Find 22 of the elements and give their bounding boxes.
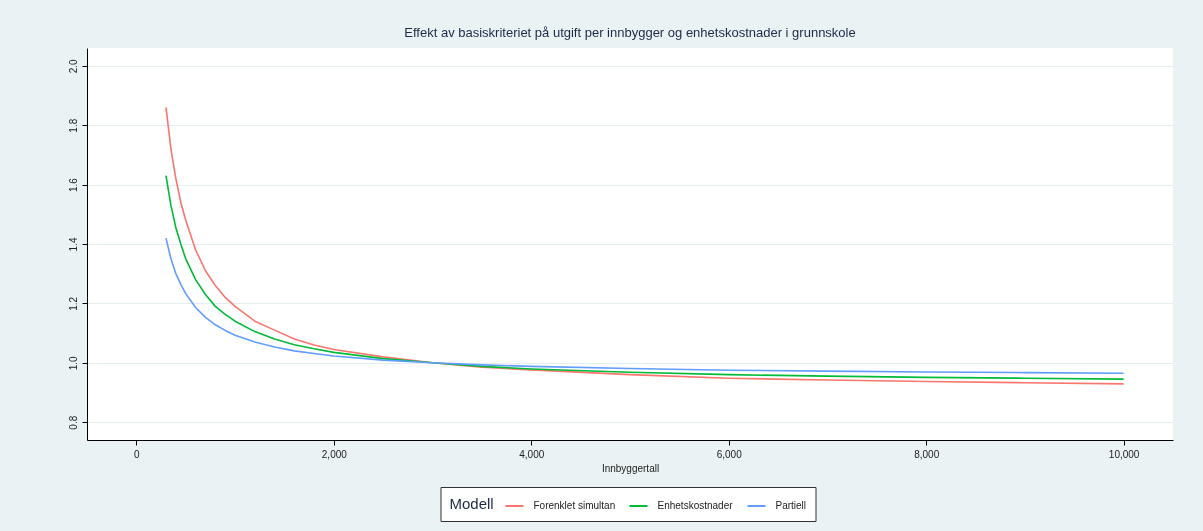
line-series xyxy=(165,237,1125,374)
x-tick-label: 10,000 xyxy=(1108,448,1140,460)
y-tick-label: 1.2 xyxy=(67,296,79,311)
x-tick-label: 4,000 xyxy=(519,448,545,460)
legend-label: Enhetskostnader xyxy=(657,500,734,511)
x-tick-label: 8,000 xyxy=(914,448,940,460)
y-tick-label: 2.0 xyxy=(67,58,79,74)
x-tick-label: 0 xyxy=(134,448,141,460)
y-tick-label: 1.6 xyxy=(67,177,79,193)
x-axis-title: Innbyggertall xyxy=(601,462,660,474)
line-series xyxy=(165,106,1125,385)
legend-label: Forenklet simultan xyxy=(533,500,616,511)
line-series xyxy=(165,174,1125,380)
chart-title: Effekt av basiskriteriet på utgift per innbygger og enhetskostnader i grunnskole xyxy=(404,25,856,40)
y-tick-label: 0.8 xyxy=(67,415,79,430)
x-tick-label: 2,000 xyxy=(321,448,348,460)
legend-title: Modell xyxy=(449,495,494,512)
y-tick-label: 1.4 xyxy=(67,237,79,252)
y-tick-label: 1.0 xyxy=(67,355,79,371)
legend-label: Partiell xyxy=(775,500,807,511)
y-tick-label: 1.8 xyxy=(67,118,79,133)
x-tick-label: 6,000 xyxy=(716,448,743,460)
